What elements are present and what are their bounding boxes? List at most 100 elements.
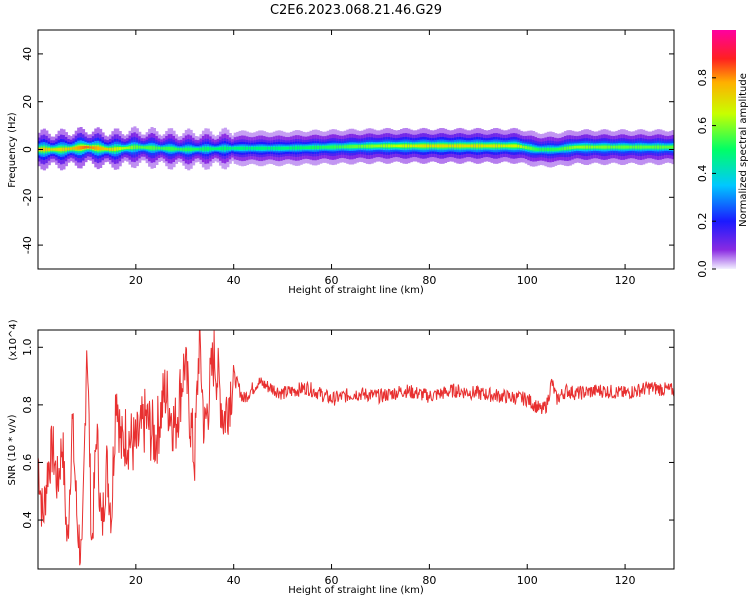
colorbar-tick-label: 0.4 <box>696 165 709 183</box>
ridge-cell <box>245 146 249 150</box>
spectrogram-y-tick-label: 20 <box>21 95 34 109</box>
ridge-cell <box>534 147 538 151</box>
ridge-cell <box>64 147 68 151</box>
ridge-cell <box>211 147 215 151</box>
snr-y-label: SNR (10 * v/v) <box>7 414 18 485</box>
ridge-cell <box>551 148 555 151</box>
spectrogram-x-tick-label: 40 <box>227 274 241 287</box>
ridge-cell <box>348 145 352 149</box>
ridge-cell <box>502 144 506 148</box>
ridge-cell <box>121 147 125 150</box>
spectrogram-y-tick-label: 0 <box>21 146 34 153</box>
snr-y-tick-label: 1.0 <box>21 339 34 357</box>
ridge-cell <box>470 144 475 148</box>
snr-plot-frame <box>37 329 675 570</box>
snr-ticks: 20 40 60 80 100 120 0.4 0.6 0.8 1.0 <box>21 330 674 587</box>
ridge-cell <box>475 144 479 148</box>
ridge-cell <box>118 147 122 151</box>
ridge-cell <box>174 147 179 151</box>
ridge-cell <box>639 145 643 149</box>
ridge-cell <box>649 145 653 149</box>
ridge-cell <box>311 146 316 150</box>
snr-x-tick-label: 80 <box>422 574 436 587</box>
ridge-cell <box>576 145 580 149</box>
ridge-cell <box>512 144 516 148</box>
ridge-cell <box>148 146 152 150</box>
ridge-cell <box>336 145 340 149</box>
ridge-cell <box>532 147 536 151</box>
ridge-cell <box>126 146 130 150</box>
ridge-cell <box>99 146 103 151</box>
ridge-cell <box>610 145 614 149</box>
ridge-cell <box>214 147 218 150</box>
ridge-cell <box>316 145 320 149</box>
ridge-cell <box>226 146 230 151</box>
ridge-cell <box>431 144 435 148</box>
ridge-cell <box>94 146 98 150</box>
ridge-cell <box>302 146 306 150</box>
ridge-cell <box>84 145 88 149</box>
ridge-cell <box>497 144 501 148</box>
ridge-cell <box>133 145 137 150</box>
ridge-cell <box>260 146 264 150</box>
ridge-cell <box>446 144 450 148</box>
ridge-cell <box>485 144 489 148</box>
ridge-cell <box>647 145 651 149</box>
ridge-cell <box>189 147 193 152</box>
ridge-cell <box>629 145 634 149</box>
ridge-cell <box>135 145 139 149</box>
ridge-cell <box>669 145 673 149</box>
ridge-cell <box>568 146 572 150</box>
ridge-cell <box>527 146 531 150</box>
colorbar-tick-label: 0.8 <box>696 69 709 87</box>
ridge-cell <box>353 145 357 149</box>
ridge-cell <box>314 145 318 150</box>
ridge-cell <box>429 144 433 148</box>
ridge-cell <box>172 147 176 151</box>
spectrogram-x-tick-label: 100 <box>517 274 538 287</box>
ridge-cell <box>571 146 575 149</box>
ridge-cell <box>67 147 71 151</box>
ridge-cell <box>155 146 159 150</box>
ridge-cell <box>671 145 674 149</box>
colorbar-tick-label: 0.0 <box>696 260 709 278</box>
ridge-cell <box>89 146 93 149</box>
colorbar-tick-label: 0.6 <box>696 117 709 135</box>
ridge-cell <box>444 144 448 148</box>
ridge-cell <box>150 146 154 150</box>
ridge-cell <box>253 146 257 150</box>
ridge-cell <box>659 145 663 149</box>
ridge-cell <box>615 145 619 149</box>
ridge-cell <box>309 146 313 150</box>
ridge-cell <box>116 147 120 151</box>
ridge-cell <box>507 144 511 148</box>
spectrogram-x-label: Height of straight line (km) <box>288 285 424 296</box>
ridge-cell <box>280 146 284 150</box>
ridge-cell <box>111 147 115 151</box>
ridge-cell <box>549 147 553 152</box>
ridge-cell <box>192 147 196 151</box>
ridge-cell <box>400 144 404 148</box>
snr-series-line <box>38 330 674 566</box>
ridge-cell <box>363 144 367 148</box>
ridge-cell <box>407 144 411 148</box>
ridge-cell <box>243 146 247 150</box>
ridge-cell <box>537 148 541 151</box>
ridge-cell <box>157 147 161 150</box>
ridge-cell <box>277 146 281 150</box>
ridge-cell <box>585 145 589 149</box>
snr-y-tick-label: 0.4 <box>21 511 34 529</box>
ridge-cell <box>62 147 66 152</box>
ridge-cell <box>360 145 364 148</box>
ridge-cell <box>625 145 629 149</box>
ridge-cell <box>612 145 616 149</box>
ridge-cell <box>285 146 289 150</box>
ridge-cell <box>468 144 472 148</box>
snr-x-tick-label: 120 <box>615 574 636 587</box>
snr-panel: 20 40 60 80 100 120 0.4 0.6 0.8 1.0 Height of str… <box>7 319 675 596</box>
spectrogram-y-tick-label: -20 <box>21 188 34 206</box>
ridge-cell <box>221 146 225 151</box>
ridge-cell <box>404 144 408 148</box>
colorbar-gradient <box>712 30 736 269</box>
